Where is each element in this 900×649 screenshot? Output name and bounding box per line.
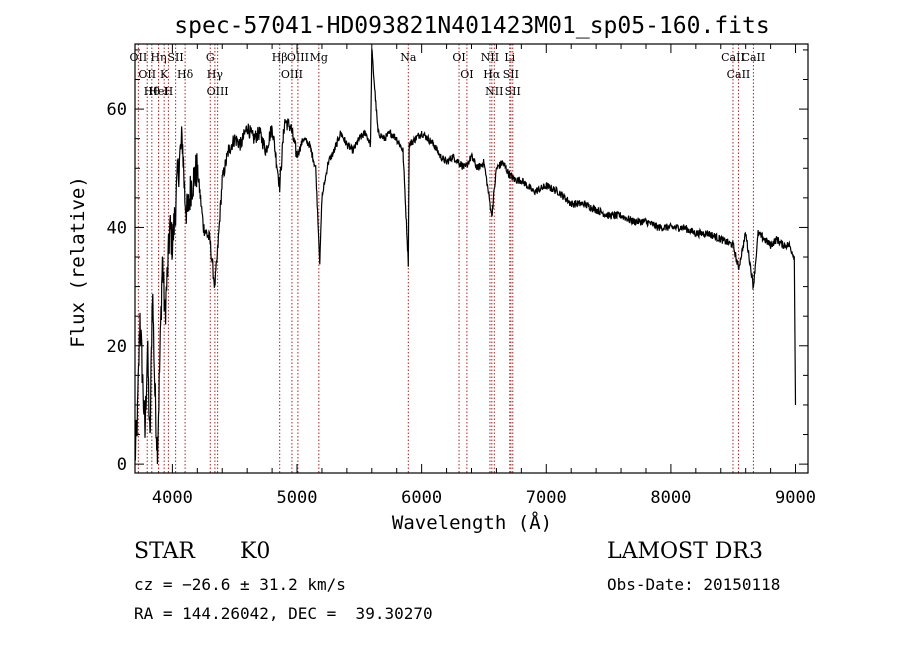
line-label-8: Hδ bbox=[177, 68, 194, 81]
x-axis-label: Wavelength (Å) bbox=[392, 511, 552, 534]
line-label-2: Hθ bbox=[144, 85, 161, 98]
x-tick-label: 8000 bbox=[650, 488, 691, 508]
y-tick-label: 60 bbox=[107, 100, 127, 120]
line-label-3: Hη bbox=[150, 51, 166, 64]
line-label-11: OIII bbox=[207, 85, 229, 98]
line-label-7: SII bbox=[168, 51, 184, 64]
survey-label: LAMOST DR3 bbox=[607, 539, 763, 564]
chart-title: spec-57041-HD093821N401423M01_sp05-160.f… bbox=[174, 13, 769, 39]
y-tick-label: 40 bbox=[107, 218, 127, 238]
line-label-14: OIII bbox=[287, 51, 309, 64]
line-label-26: CaII bbox=[727, 68, 751, 81]
radec-text: RA = 144.26042, DEC = 39.30270 bbox=[134, 604, 433, 623]
line-label-20: Hα bbox=[483, 68, 501, 81]
x-tick-label: 6000 bbox=[401, 488, 442, 508]
y-tick-label: 0 bbox=[117, 455, 127, 475]
line-marker-group bbox=[137, 44, 754, 473]
redshift-text: cz = −26.6 ± 31.2 km/s bbox=[134, 575, 346, 594]
line-label-0: OII bbox=[130, 51, 148, 64]
line-label-17: OI bbox=[452, 51, 465, 64]
x-tick-label: 7000 bbox=[526, 488, 567, 508]
y-tick-label: 20 bbox=[107, 337, 127, 357]
x-tick-label: 4000 bbox=[152, 488, 193, 508]
line-label-13: OIII bbox=[281, 68, 303, 81]
line-label-25: CaII bbox=[721, 51, 745, 64]
line-label-18: OI bbox=[460, 68, 473, 81]
line-label-27: CaII bbox=[742, 51, 766, 64]
subclass-label: K0 bbox=[240, 539, 271, 564]
flux-series-line bbox=[134, 48, 797, 465]
line-label-12: Hβ bbox=[272, 51, 288, 64]
line-label-19: NII bbox=[481, 51, 499, 64]
line-label-5: K bbox=[160, 68, 169, 81]
line-label-21: NII bbox=[485, 85, 503, 98]
line-label-6: H bbox=[164, 85, 174, 98]
x-tick-label: 9000 bbox=[775, 488, 816, 508]
line-label-24: SII bbox=[505, 85, 521, 98]
x-tick-label: 5000 bbox=[277, 488, 318, 508]
obs-date-text: Obs-Date: 20150118 bbox=[607, 575, 781, 594]
axis-tick-labels: 4000 5000 6000 7000 8000 9000 0 20 40 60 bbox=[107, 100, 816, 508]
line-label-15: Mg bbox=[310, 51, 328, 64]
axis-ticks bbox=[135, 44, 808, 473]
line-label-4: HeI bbox=[148, 85, 168, 98]
line-label-22: Li bbox=[504, 51, 515, 64]
line-label-10: Hγ bbox=[207, 68, 224, 81]
line-label-23: SII bbox=[503, 68, 519, 81]
class-label: STAR bbox=[134, 539, 195, 564]
line-label-9: G bbox=[206, 51, 215, 64]
line-label-1: OII bbox=[138, 68, 156, 81]
plot-frame bbox=[134, 43, 809, 474]
line-label-16: Na bbox=[400, 51, 417, 64]
y-axis-label: Flux (relative) bbox=[67, 176, 89, 348]
